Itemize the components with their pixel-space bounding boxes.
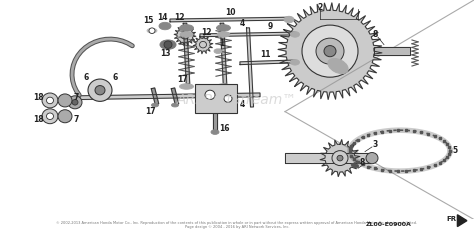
- Text: 5: 5: [453, 146, 457, 155]
- Text: 8: 8: [372, 30, 378, 39]
- Ellipse shape: [211, 130, 219, 134]
- Text: 17: 17: [145, 107, 155, 116]
- Ellipse shape: [180, 32, 193, 37]
- Text: 12: 12: [201, 28, 211, 37]
- Ellipse shape: [214, 49, 222, 54]
- Ellipse shape: [217, 25, 230, 31]
- Circle shape: [149, 28, 155, 34]
- Text: 7: 7: [73, 114, 79, 123]
- Ellipse shape: [291, 32, 300, 37]
- Text: 3: 3: [373, 140, 378, 149]
- Polygon shape: [278, 3, 382, 100]
- Text: Page design © 2004 - 2016 by ARI Network Services, Inc.: Page design © 2004 - 2016 by ARI Network…: [185, 225, 289, 229]
- Ellipse shape: [284, 16, 294, 23]
- Circle shape: [58, 94, 72, 107]
- Circle shape: [72, 100, 78, 105]
- Polygon shape: [151, 88, 159, 105]
- Circle shape: [46, 97, 54, 104]
- Polygon shape: [320, 139, 360, 177]
- Ellipse shape: [328, 59, 348, 74]
- Ellipse shape: [351, 163, 359, 168]
- Circle shape: [58, 110, 72, 123]
- Circle shape: [224, 95, 232, 102]
- Text: 7: 7: [73, 93, 79, 102]
- Polygon shape: [240, 60, 295, 65]
- Polygon shape: [170, 17, 290, 22]
- Circle shape: [68, 96, 82, 109]
- Text: 2: 2: [318, 3, 323, 12]
- Text: FR: FR: [447, 216, 457, 222]
- Circle shape: [302, 25, 358, 77]
- Text: 8: 8: [359, 158, 365, 167]
- Text: 11: 11: [260, 50, 270, 59]
- Ellipse shape: [147, 28, 157, 33]
- Polygon shape: [80, 93, 260, 100]
- Text: 16: 16: [219, 124, 229, 133]
- Polygon shape: [220, 23, 227, 84]
- Circle shape: [332, 151, 348, 165]
- Ellipse shape: [172, 103, 179, 107]
- Ellipse shape: [180, 84, 193, 89]
- Ellipse shape: [217, 32, 230, 37]
- Ellipse shape: [160, 40, 176, 49]
- Text: ZL00-E0900A: ZL00-E0900A: [366, 222, 411, 227]
- Ellipse shape: [217, 84, 230, 89]
- Text: 18: 18: [33, 93, 43, 102]
- Ellipse shape: [159, 22, 171, 30]
- Circle shape: [164, 41, 172, 48]
- Circle shape: [42, 109, 58, 124]
- Polygon shape: [213, 113, 217, 130]
- Polygon shape: [174, 25, 196, 46]
- Text: 17: 17: [177, 76, 187, 84]
- Circle shape: [42, 93, 58, 108]
- Text: 4: 4: [239, 100, 245, 109]
- Circle shape: [95, 86, 105, 95]
- Circle shape: [46, 113, 54, 119]
- Text: 10: 10: [225, 8, 235, 17]
- Polygon shape: [183, 23, 190, 84]
- Text: 6: 6: [112, 73, 118, 82]
- Circle shape: [88, 79, 112, 101]
- Circle shape: [324, 46, 336, 57]
- FancyBboxPatch shape: [195, 84, 237, 114]
- Ellipse shape: [180, 25, 193, 31]
- Text: 6: 6: [83, 73, 89, 82]
- Text: 14: 14: [157, 13, 167, 22]
- Text: 18: 18: [33, 114, 43, 123]
- Ellipse shape: [152, 103, 158, 107]
- Polygon shape: [171, 88, 179, 105]
- Text: 13: 13: [160, 49, 170, 58]
- Text: © 2002-2013 American Honda Motor Co., Inc. Reproduction of the contents of this : © 2002-2013 American Honda Motor Co., In…: [56, 221, 418, 225]
- Circle shape: [337, 155, 343, 161]
- Circle shape: [366, 152, 378, 164]
- Polygon shape: [200, 32, 295, 37]
- Circle shape: [316, 38, 344, 64]
- Polygon shape: [285, 153, 370, 163]
- Text: 15: 15: [143, 16, 153, 25]
- Text: 12: 12: [174, 13, 184, 22]
- Text: 9: 9: [267, 21, 273, 30]
- Polygon shape: [246, 28, 254, 107]
- Ellipse shape: [291, 59, 300, 65]
- Circle shape: [205, 90, 215, 100]
- Polygon shape: [193, 35, 213, 54]
- Text: 4: 4: [239, 19, 245, 28]
- Text: 1: 1: [219, 39, 225, 48]
- Text: ARI PartStream™: ARI PartStream™: [177, 93, 297, 107]
- Polygon shape: [374, 47, 410, 55]
